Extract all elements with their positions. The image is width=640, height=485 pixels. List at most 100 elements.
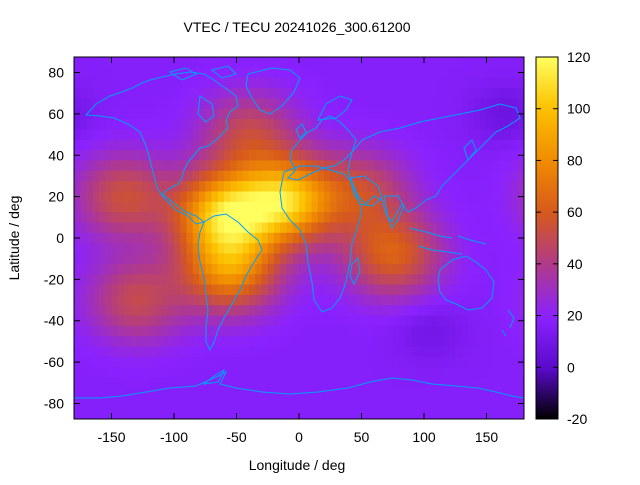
heatmap-cell: [142, 108, 150, 120]
heatmap-cell: [317, 398, 325, 410]
heatmap-cell: [80, 139, 88, 151]
heatmap-cell: [342, 88, 350, 99]
heatmap-cell: [424, 139, 431, 151]
heatmap-cell: [274, 284, 281, 296]
heatmap-cell: [255, 253, 263, 265]
heatmap-cell: [117, 305, 125, 317]
heatmap-cell: [436, 253, 444, 265]
heatmap-cell: [342, 253, 350, 265]
heatmap-cell: [236, 243, 244, 255]
heatmap-cell: [361, 67, 369, 79]
heatmap-cell: [292, 191, 300, 203]
heatmap-cell: [299, 150, 306, 162]
heatmap-cell: [155, 201, 163, 213]
heatmap-cell: [324, 398, 331, 410]
heatmap-cell: [424, 387, 431, 399]
heatmap-cell: [442, 408, 450, 419]
heatmap-cell: [236, 160, 244, 172]
heatmap-cell: [242, 222, 250, 234]
heatmap-cell: [342, 336, 350, 348]
heatmap-cell: [205, 181, 213, 193]
heatmap-cell: [430, 336, 438, 348]
heatmap-cell: [92, 263, 100, 275]
heatmap-cell: [392, 88, 400, 99]
heatmap-cell: [467, 305, 475, 317]
heatmap-cell: [386, 346, 394, 358]
heatmap-cell: [411, 398, 419, 410]
heatmap-cell: [417, 274, 425, 286]
heatmap-cell: [417, 160, 425, 172]
heatmap-cell: [355, 150, 363, 162]
heatmap-cell: [367, 325, 375, 337]
heatmap-cell: [417, 222, 425, 234]
heatmap-cell: [436, 263, 444, 275]
heatmap-cell: [124, 129, 131, 141]
heatmap-cell: [186, 367, 194, 379]
heatmap-cell: [230, 181, 238, 193]
heatmap-cell: [386, 201, 394, 213]
heatmap-cell: [242, 284, 250, 296]
heatmap-cell: [211, 356, 219, 368]
heatmap-cell: [124, 408, 131, 419]
heatmap-cell: [442, 315, 450, 327]
heatmap-cell: [161, 170, 169, 182]
heatmap-cell: [242, 129, 250, 141]
heatmap-cell: [499, 67, 506, 79]
heatmap-cell: [386, 284, 394, 296]
heatmap-cell: [461, 98, 469, 110]
heatmap-cell: [86, 356, 94, 368]
heatmap-cell: [186, 398, 194, 410]
heatmap-cell: [230, 119, 238, 130]
heatmap-cell: [161, 88, 169, 99]
heatmap-cell: [286, 88, 294, 99]
heatmap-cell: [217, 325, 225, 337]
heatmap-cell: [261, 408, 269, 419]
heatmap-cell: [242, 325, 250, 337]
heatmap-cell: [192, 243, 200, 255]
heatmap-cell: [417, 336, 425, 348]
heatmap-cell: [380, 377, 388, 389]
heatmap-cell: [124, 325, 131, 337]
heatmap-cell: [92, 356, 100, 368]
heatmap-cell: [249, 77, 256, 89]
heatmap-cell: [367, 88, 375, 99]
heatmap-cell: [411, 294, 419, 306]
heatmap-cell: [192, 377, 200, 389]
heatmap-cell: [449, 356, 456, 368]
heatmap-cell: [330, 284, 338, 296]
heatmap-cell: [436, 222, 444, 234]
heatmap-cell: [136, 160, 144, 172]
heatmap-cell: [467, 139, 475, 151]
heatmap-cell: [211, 88, 219, 99]
heatmap-cell: [267, 315, 275, 327]
heatmap-cell: [211, 170, 219, 182]
heatmap-cell: [217, 263, 225, 275]
colorbar-tick-label: 120: [567, 49, 591, 65]
heatmap-cell: [280, 294, 288, 306]
colorbar: [535, 56, 559, 420]
y-tick-label: -60: [44, 354, 64, 370]
heatmap-cell: [417, 212, 425, 224]
heatmap-cell: [305, 108, 313, 120]
heatmap-cell: [349, 77, 356, 89]
heatmap-cell: [261, 181, 269, 193]
heatmap-cell: [430, 129, 438, 141]
heatmap-cell: [74, 57, 81, 68]
heatmap-cell: [392, 129, 400, 141]
heatmap-cell: [286, 408, 294, 419]
heatmap-cell: [205, 263, 213, 275]
heatmap-cell: [155, 67, 163, 79]
heatmap-cell: [274, 170, 281, 182]
heatmap-cell: [80, 408, 88, 419]
heatmap-cell: [436, 346, 444, 358]
heatmap-cell: [330, 408, 338, 419]
heatmap-cell: [280, 232, 288, 244]
heatmap-cell: [392, 108, 400, 120]
heatmap-cell: [167, 408, 175, 419]
heatmap-cell: [330, 88, 338, 99]
heatmap-cell: [174, 222, 181, 234]
heatmap-cell: [274, 88, 281, 99]
heatmap-cell: [249, 336, 256, 348]
heatmap-cell: [436, 398, 444, 410]
heatmap-cell: [467, 232, 475, 244]
